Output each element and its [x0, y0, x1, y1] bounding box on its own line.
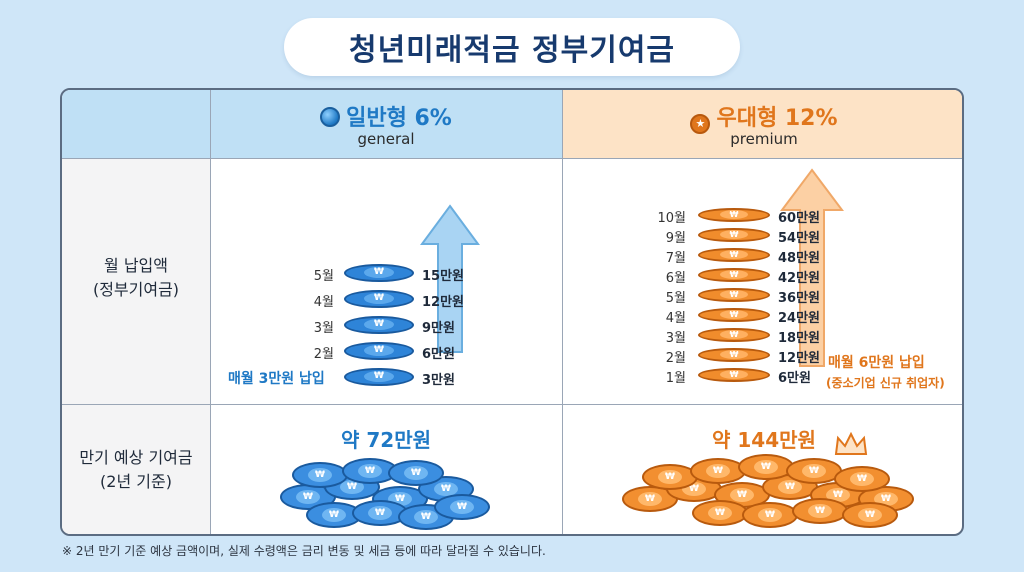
general-stack-month: 5월: [313, 269, 334, 284]
premium-pile-coin: ₩: [690, 458, 746, 484]
footnote: ※ 2년 만기 기준 예상 금액이며, 실제 수령액은 금리 변동 및 세금 등…: [62, 544, 546, 558]
premium-stack-amount: 24만원: [778, 311, 821, 326]
general-stack-amount: 6만원: [422, 347, 455, 362]
row-label-monthly: 월 납입액 (정부기여금): [62, 158, 210, 404]
premium-stack-amount: 18만원: [778, 331, 821, 346]
general-stack-coin: ₩: [344, 316, 414, 334]
premium-pile-coin: ₩: [834, 466, 890, 492]
premium-stack-amount: 60만원: [778, 211, 821, 226]
header-premium: ★ 우대형 12% premium: [562, 90, 962, 158]
premium-pile-coin: ₩: [622, 486, 678, 512]
general-stack-month: 2월: [313, 347, 334, 362]
general-monthly-note: 매월 3만원 납입: [228, 371, 325, 387]
premium-stack-amount: 36만원: [778, 291, 821, 306]
premium-title: 우대형 12%: [716, 106, 838, 131]
header-general: 일반형 6% general: [210, 90, 562, 158]
comparison-table: 일반형 6% general ★ 우대형 12% premium 월 납입액 (정…: [60, 88, 964, 536]
premium-stack-amount: 42만원: [778, 271, 821, 286]
general-pile-coin: ₩: [306, 502, 362, 528]
premium-stack-amount: 48만원: [778, 251, 821, 266]
premium-stack-coin: ₩: [698, 208, 770, 222]
premium-monthly-note-sub: (중소기업 신규 취업자): [826, 376, 945, 390]
general-stack-coin: ₩: [344, 290, 414, 308]
premium-stack-month: 4월: [665, 311, 686, 326]
premium-stack-coin: ₩: [698, 248, 770, 262]
total-label-line1: 만기 예상 기여금: [79, 448, 193, 467]
general-pile-coin: ₩: [292, 462, 348, 488]
general-stack-amount: 3만원: [422, 373, 455, 388]
premium-pile-coin: ₩: [742, 502, 798, 528]
premium-total: 약 144만원: [712, 428, 816, 452]
premium-stack-coin: ₩: [698, 348, 770, 362]
premium-pile-coin: ₩: [792, 498, 848, 524]
premium-stack-coin: ₩: [698, 368, 770, 382]
premium-stack-amount: 12만원: [778, 351, 821, 366]
crown-icon: [834, 432, 868, 455]
premium-stack-month: 6월: [665, 271, 686, 286]
star-badge-icon: ★: [690, 114, 711, 134]
growth-arrow-blue: [420, 204, 480, 353]
general-stack-month: 4월: [313, 295, 334, 310]
premium-stack-coin: ₩: [698, 308, 770, 322]
general-subtitle: general: [357, 130, 415, 148]
header-empty-cell: [62, 90, 210, 158]
premium-stack-month: 3월: [665, 331, 686, 346]
general-pile-coin: ₩: [434, 494, 490, 520]
premium-subtitle: premium: [730, 130, 798, 148]
premium-stack-amount: 54만원: [778, 231, 821, 246]
premium-pile-coin: ₩: [786, 458, 842, 484]
premium-stack-month: 2월: [665, 351, 686, 366]
monthly-label-line1: 월 납입액: [104, 256, 168, 275]
general-stack-coin: ₩: [344, 368, 414, 386]
general-pile-coin: ₩: [342, 458, 398, 484]
page-title: 청년미래적금 정부기여금: [284, 18, 740, 76]
general-stack-amount: 15만원: [422, 269, 465, 284]
general-stack-month: 3월: [313, 321, 334, 336]
premium-pile-coin: ₩: [738, 454, 794, 480]
premium-monthly-note: 매월 6만원 납입: [828, 355, 925, 371]
general-pile-coin: ₩: [388, 460, 444, 486]
growth-arrow-orange: [780, 168, 844, 367]
general-title: 일반형 6%: [346, 106, 452, 131]
premium-stack-coin: ₩: [698, 228, 770, 242]
premium-stack-coin: ₩: [698, 328, 770, 342]
general-stack-coin: ₩: [344, 342, 414, 360]
general-stack-coin: ₩: [344, 264, 414, 282]
row-label-total: 만기 예상 기여금 (2년 기준): [62, 404, 210, 534]
premium-stack-month: 1월: [665, 371, 686, 386]
general-total: 약 72만원: [341, 428, 431, 452]
premium-stack-coin: ₩: [698, 268, 770, 282]
premium-pile-coin: ₩: [692, 500, 748, 526]
premium-stack-month: 10월: [657, 211, 686, 226]
premium-stack-month: 7월: [665, 251, 686, 266]
premium-stack-month: 9월: [665, 231, 686, 246]
premium-stack-amount: 6만원: [778, 371, 811, 386]
blue-coin-icon: [320, 107, 341, 127]
monthly-label-line2: (정부기여금): [92, 280, 180, 299]
total-label-line2: (2년 기준): [100, 472, 172, 491]
premium-stack-coin: ₩: [698, 288, 770, 302]
general-stack-amount: 12만원: [422, 295, 465, 310]
general-stack-amount: 9만원: [422, 321, 455, 336]
premium-stack-month: 5월: [665, 291, 686, 306]
premium-pile-coin: ₩: [842, 502, 898, 528]
